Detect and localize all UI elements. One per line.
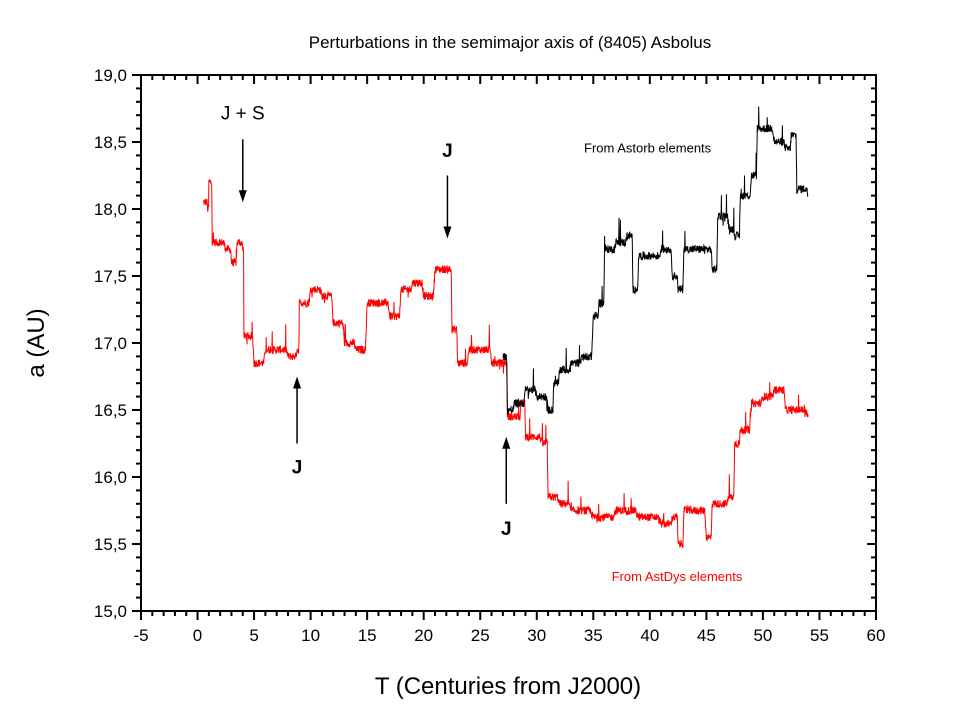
legend-label: From AstDys elements	[612, 569, 743, 584]
x-tick-label: 15	[358, 626, 377, 645]
x-tick-label: 40	[640, 626, 659, 645]
series-group	[203, 106, 809, 549]
y-tick-label: 18,5	[94, 133, 127, 152]
annotation-label: J	[292, 457, 303, 478]
y-tick-label: 16,5	[94, 401, 127, 420]
y-tick-label: 19,0	[94, 66, 127, 85]
x-tick-label: 55	[810, 626, 829, 645]
y-tick-label: 17,5	[94, 267, 127, 286]
arrow-head-icon	[502, 436, 511, 449]
annotation-label: J	[442, 141, 453, 162]
x-tick-label: 10	[301, 626, 320, 645]
x-tick-label: 45	[697, 626, 716, 645]
annotation-label: J + S	[221, 104, 265, 125]
y-tick-label: 15,0	[94, 602, 127, 621]
x-tick-label: 60	[867, 626, 886, 645]
x-tick-label: 0	[193, 626, 202, 645]
y-tick-label: 15,5	[94, 535, 127, 554]
annotations: J + S J J J From Astorb elements From AstDys …	[221, 104, 743, 585]
x-tick-label: 25	[471, 626, 490, 645]
x-tick-label: 5	[249, 626, 258, 645]
axes: -5 0 5 10 15 20 25 30 35 40 45 50 55 60 15,0 15,5 16,0 16…	[94, 66, 886, 645]
y-tick-label: 16,0	[94, 468, 127, 487]
x-tick-label: 35	[584, 626, 603, 645]
x-tick-label: -5	[133, 626, 148, 645]
annotation-label: J	[501, 519, 512, 540]
chart-title: Perturbations in the semimajor axis of (…	[309, 33, 712, 52]
legend-label: From Astorb elements	[584, 140, 712, 155]
y-tick-label: 18,0	[94, 200, 127, 219]
arrow-head-icon	[293, 376, 302, 389]
series-line-astdys	[203, 178, 809, 549]
arrow-head-icon	[238, 190, 247, 203]
series-line-astorb	[502, 106, 809, 416]
x-tick-label: 20	[414, 626, 433, 645]
x-tick-label: 30	[527, 626, 546, 645]
x-tick-label: 50	[753, 626, 772, 645]
y-axis-label: a (AU)	[23, 308, 50, 377]
arrow-head-icon	[443, 226, 452, 239]
x-axis-label: T (Centuries from J2000)	[375, 673, 641, 700]
y-tick-label: 17,0	[94, 334, 127, 353]
